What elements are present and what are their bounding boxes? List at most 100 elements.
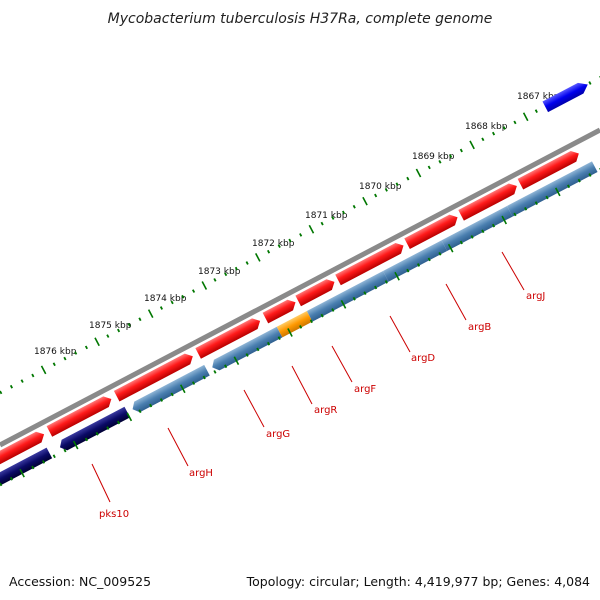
outer-tick-mark [588, 81, 592, 85]
gene-reverse-navy-1 [0, 447, 53, 487]
kbp-label-1876: 1876 kbp [34, 347, 77, 357]
outer-tick-mark [513, 120, 517, 125]
inner-tick-mark [554, 187, 561, 197]
inner-tick-mark [406, 268, 410, 273]
inner-tick-mark [126, 412, 133, 422]
outer-tick-mark [192, 289, 196, 293]
callout-line-argG [243, 389, 265, 428]
inner-tick-mark [170, 392, 174, 397]
inner-tick-mark [545, 195, 549, 200]
outer-tick-mark [224, 272, 228, 277]
inner-tick-mark [352, 296, 356, 301]
outer-tick-mark [352, 204, 356, 209]
outer-tick-mark [395, 182, 399, 187]
inner-tick-mark [577, 178, 581, 183]
outer-tick-mark [481, 137, 485, 142]
accession-text: Accession: NC_009525 [9, 574, 151, 589]
inner-tick-ring [0, 167, 600, 487]
gene-label-argB: argB [468, 322, 491, 333]
inner-tick-mark [309, 319, 313, 324]
gene-forward-6 [295, 279, 335, 307]
inner-tick-mark [106, 426, 110, 430]
outer-tick-mark [0, 390, 3, 395]
callout-line-pks10 [91, 463, 111, 503]
gene-argH [132, 364, 210, 413]
callout-line-argJ [501, 251, 525, 291]
inner-tick-mark [31, 465, 35, 470]
kbp-label-1874: 1874 kbp [144, 294, 187, 304]
inner-tick-mark [340, 300, 347, 309]
gene-callout-lines [91, 251, 525, 503]
outer-tick-mark [459, 148, 463, 153]
outer-tick-mark [94, 337, 100, 347]
callout-line-argD [389, 315, 411, 353]
gene-label-argR: argR [314, 405, 337, 416]
inner-tick-mark [287, 328, 293, 337]
outer-tick-mark [406, 176, 410, 181]
inner-tick-mark [299, 325, 303, 329]
inner-tick-mark [84, 437, 88, 442]
outer-tick-mark [267, 249, 271, 254]
genome-summary-text: Topology: circular; Length: 4,419,977 bp… [246, 574, 590, 589]
gene-label-argF: argF [354, 384, 376, 395]
inner-tick-mark [447, 243, 454, 253]
gene-forward-8 [404, 214, 458, 250]
outer-tick-mark [170, 300, 174, 305]
outer-tick-mark [438, 159, 442, 164]
outer-tick-mark [320, 221, 324, 226]
gene-forward-7 [335, 243, 404, 286]
inner-tick-mark [192, 381, 196, 385]
inner-tick-mark [117, 420, 121, 425]
outer-tick-mark [415, 168, 422, 178]
outer-tick-mark [63, 356, 67, 361]
inner-tick-mark [267, 341, 271, 346]
kbp-label-1871: 1871 kbp [305, 211, 348, 221]
outer-tick-mark [492, 131, 496, 136]
kbp-label-1870: 1870 kbp [359, 182, 402, 192]
outer-tick-mark [362, 196, 368, 206]
outer-tick-mark [84, 345, 88, 350]
gene-forward-5 [262, 299, 296, 324]
outer-tick-mark [213, 278, 217, 282]
gene-labels: argJ argB argD argF argR argG argH pks10 [99, 291, 545, 520]
callout-line-argR [291, 365, 313, 405]
outer-tick-mark [534, 109, 538, 114]
inner-tick-mark [534, 201, 538, 206]
gene-argJ [506, 161, 598, 217]
inner-tick-mark [394, 271, 400, 281]
outer-tick-mark [117, 328, 121, 333]
gene-forward-2 [46, 396, 112, 437]
inner-tick-mark [245, 353, 249, 357]
inner-tick-mark [233, 356, 240, 365]
gene-argG [212, 326, 283, 371]
gene-forward-9 [458, 183, 517, 221]
inner-tick-mark [492, 223, 496, 228]
inner-tick-mark [179, 384, 186, 394]
inner-tick-mark [95, 431, 99, 436]
callout-line-argF [331, 345, 353, 383]
outer-tick-mark [449, 154, 453, 159]
inner-tick-mark [138, 409, 142, 414]
outer-tick-mark [181, 294, 185, 299]
outer-tick-ring [0, 75, 600, 395]
callout-line-argH [167, 427, 189, 467]
callout-line-argB [445, 283, 467, 321]
gene-forward-10 [517, 150, 579, 190]
outer-tick-mark [288, 238, 292, 243]
kbp-label-1875: 1875 kbp [89, 321, 132, 331]
inner-tick-mark [524, 206, 528, 211]
gene-blue-feature [542, 82, 588, 113]
outer-tick-mark [331, 216, 335, 220]
inner-tick-mark [19, 468, 25, 478]
inner-tick-mark [459, 240, 463, 245]
gene-label-pks10: pks10 [99, 509, 129, 520]
inner-tick-mark [438, 251, 442, 256]
kbp-label-1869: 1869 kbp [412, 152, 455, 162]
gene-label-argG: argG [266, 429, 290, 440]
outer-tick-mark [201, 281, 208, 290]
outer-tick-mark [147, 309, 154, 318]
inner-tick-mark [202, 375, 206, 380]
inner-tick-mark [0, 482, 3, 487]
kbp-label-1872: 1872 kbp [252, 239, 295, 249]
